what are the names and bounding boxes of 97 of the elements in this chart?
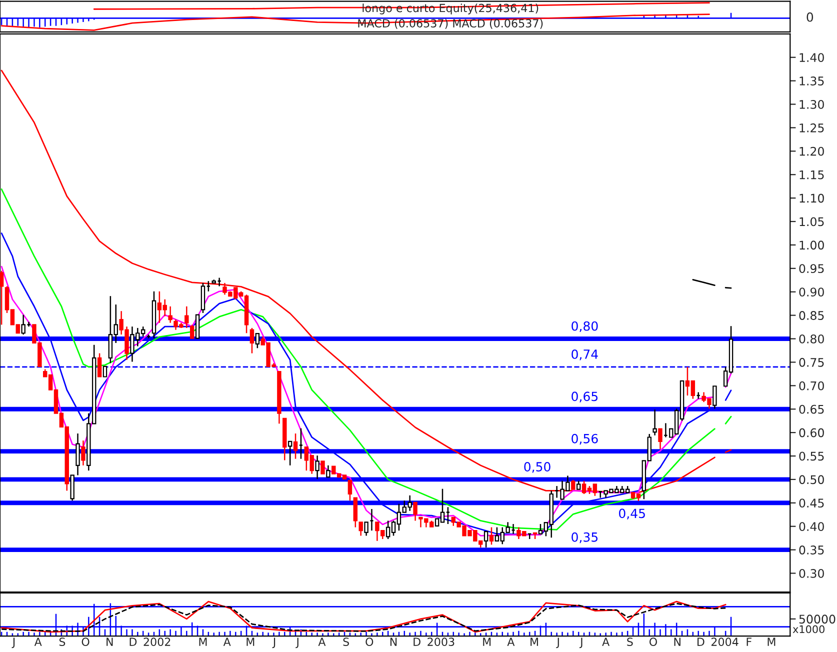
candlestick: [370, 508, 374, 532]
y-tick-label: 1.05: [800, 217, 824, 226]
x-tick-label: M: [768, 638, 776, 646]
candlestick: [358, 522, 363, 536]
x-tick-label: 2003: [428, 638, 454, 646]
y-tick-label: 1.10: [800, 194, 824, 203]
y-tick-label: 0.65: [799, 404, 824, 414]
y-tick-label: 0.70: [799, 381, 824, 390]
candlestick: [255, 332, 260, 349]
ref-line-label: 0,45: [619, 508, 645, 520]
y-tick-label: 0.95: [799, 264, 824, 274]
y-tick-label: 0.60: [799, 428, 824, 438]
candlestick: [712, 386, 717, 410]
x-tick-label: S: [343, 638, 349, 646]
y-tick-label: 0.35: [799, 546, 824, 554]
x-tick-label: 2002: [144, 638, 170, 646]
x-tick-label: O: [366, 638, 374, 646]
y-tick-label: 0.40: [799, 522, 824, 532]
ref-line-label: 0,65: [572, 392, 598, 402]
x-tick-label: D: [414, 638, 420, 646]
candlestick: [652, 408, 657, 436]
candlestick: [190, 324, 194, 339]
y-tick-label: 0.50: [799, 475, 824, 484]
x-tick-label: D: [130, 638, 137, 646]
candlestick: [353, 497, 358, 528]
x-tick-label: O: [82, 638, 90, 646]
x-tick-label: N: [674, 638, 680, 646]
ref-line-label: 0,74: [572, 349, 598, 360]
x-tick-label: S: [627, 638, 633, 646]
y-tick-label: 0.55: [799, 452, 824, 461]
x-tick-label: J: [579, 638, 582, 648]
x-tick-label: J: [272, 638, 276, 648]
y-tick-label: 0.75: [799, 358, 824, 367]
y-tick-label: 1.15: [800, 170, 824, 180]
candlestick: [184, 306, 189, 329]
y-tick-label: 1.00: [800, 240, 824, 250]
candlestick: [168, 306, 172, 324]
x-tick-label: N: [390, 638, 397, 646]
x-tick-label: M: [246, 638, 254, 646]
x-tick-label: 2004: [711, 638, 738, 646]
ref-line-label: 0,35: [572, 532, 598, 544]
y-axis-title: x1000: [792, 625, 824, 634]
ref-line-label: 0: [806, 12, 814, 22]
ref-line-label: 0,56: [572, 434, 598, 445]
candlestick: [288, 440, 292, 466]
x-tick-label: J: [556, 638, 559, 648]
candlestick: [102, 366, 108, 378]
candlestick: [326, 464, 330, 478]
y-tick-label: 0.30: [799, 568, 824, 578]
y-tick-label: 0.90: [799, 288, 824, 297]
y-tick-label: 1.30: [800, 100, 824, 109]
x-tick-label: J: [12, 638, 15, 648]
ref-line-label: 0,80: [572, 321, 598, 332]
y-tick-label: 1.35: [800, 76, 824, 86]
y-tick-label: 1.25: [800, 123, 824, 132]
x-tick-label: O: [650, 638, 658, 646]
candlestick: [81, 440, 86, 466]
candlestick: [413, 502, 418, 522]
x-tick-label: N: [106, 638, 113, 646]
candlestick: [298, 428, 304, 460]
x-tick-label: F: [746, 638, 752, 646]
x-tick-label: M: [483, 638, 491, 646]
candlestick: [250, 327, 254, 354]
y-tick-label: 50000: [799, 614, 836, 624]
candlestick: [76, 432, 80, 476]
candlestick: [658, 428, 662, 450]
x-tick-label: A: [34, 638, 42, 646]
candlestick: [70, 474, 74, 502]
candlestick: [484, 530, 488, 548]
candlestick: [206, 280, 211, 292]
candlestick: [348, 480, 352, 502]
candlestick: [195, 314, 200, 339]
x-tick-label: A: [602, 638, 610, 646]
y-tick-label: 1.20: [800, 146, 824, 156]
candlestick: [571, 479, 576, 490]
x-tick-label: M: [530, 638, 538, 646]
y-tick-label: 0.85: [799, 311, 824, 320]
y-tick-label: 1.40: [800, 53, 824, 62]
candlestick: [315, 454, 320, 480]
candlestick: [0, 270, 4, 326]
x-tick-label: M: [199, 638, 207, 646]
x-tick-label: J: [296, 638, 298, 648]
candlestick: [446, 506, 450, 525]
candlestick: [320, 460, 325, 474]
ref-line-label: 0,50: [524, 462, 550, 473]
x-tick-label: A: [507, 638, 515, 646]
x-tick-label: A: [318, 638, 326, 646]
candlestick: [364, 522, 368, 536]
candlestick: [97, 352, 102, 378]
x-tick-label: D: [698, 638, 704, 646]
x-tick-label: A: [223, 638, 231, 646]
candlestick: [293, 432, 298, 460]
candlestick: [489, 526, 494, 546]
y-tick-label: 0.80: [799, 334, 824, 344]
y-tick-label: 0.45: [799, 498, 824, 508]
x-tick-label: S: [59, 638, 66, 646]
candlestick: [200, 282, 206, 314]
